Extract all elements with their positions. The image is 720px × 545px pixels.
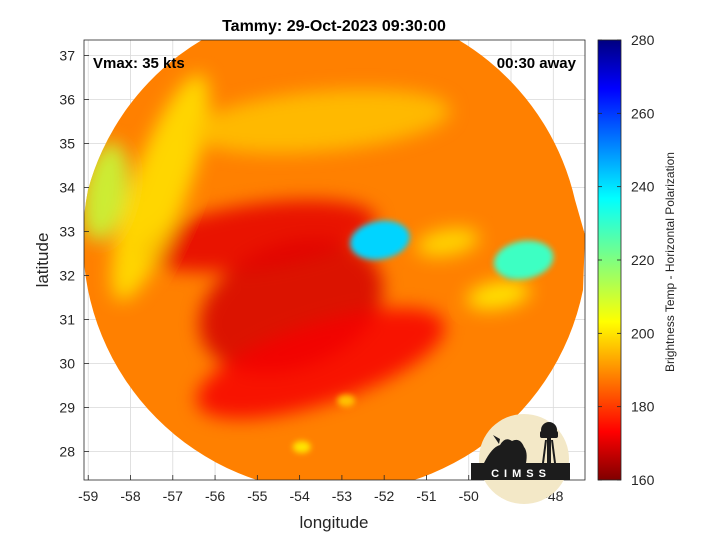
y-axis-label: latitude xyxy=(33,233,52,288)
colorbar-tick-label: 240 xyxy=(631,179,655,195)
x-tick-label: -57 xyxy=(163,488,183,504)
x-tick-label: -58 xyxy=(120,488,140,504)
colorbar-tick-label: 280 xyxy=(631,32,655,48)
x-tick-label: -55 xyxy=(247,488,267,504)
heatmap-cool-patch xyxy=(292,441,311,453)
colorbar-label: Brightness Temp - Horizontal Polarizatio… xyxy=(663,152,677,372)
y-tick-label: 31 xyxy=(59,311,75,327)
y-tick-label: 29 xyxy=(59,399,75,415)
x-axis-label: longitude xyxy=(299,513,368,532)
y-tick-label: 35 xyxy=(59,135,75,151)
heatmap-cool-outer-band xyxy=(111,74,209,301)
x-tick-label: -50 xyxy=(459,488,479,504)
time-offset-annotation: 00:30 away xyxy=(497,55,577,72)
y-tick-label: 33 xyxy=(59,223,75,239)
y-tick-label: 32 xyxy=(59,267,75,283)
y-tick-label: 30 xyxy=(59,355,75,371)
chart-title: Tammy: 29-Oct-2023 09:30:00 xyxy=(222,18,446,35)
x-tick-label: -52 xyxy=(374,488,394,504)
heatmap-convective-cell-rim xyxy=(350,220,410,260)
axes-frame xyxy=(83,39,586,481)
y-tick-label: 28 xyxy=(59,443,75,459)
colorbar-tick-label: 160 xyxy=(631,472,655,488)
x-tick-label: -53 xyxy=(332,488,352,504)
heatmap-cool-patch xyxy=(337,394,356,407)
y-tick-label: 36 xyxy=(59,91,75,107)
colorbar-tick-label: 260 xyxy=(631,105,655,121)
x-tick-label: -59 xyxy=(78,488,98,504)
colorbar-tick-label: 200 xyxy=(631,325,655,341)
heatmap-cool-rainband xyxy=(466,281,530,310)
y-axis: 28 29 30 31 32 33 34 35 36 37 xyxy=(59,47,89,459)
y-tick-label: 37 xyxy=(59,47,75,63)
heatmap-cool-north-band xyxy=(191,89,451,154)
heatmap-swath xyxy=(84,40,585,480)
heatmap-warm-inner-band xyxy=(196,308,446,419)
colorbar-tick-label: 180 xyxy=(631,399,655,415)
colorbar-ticks: 160 180 200 220 240 260 280 xyxy=(598,32,655,488)
colorbar-tick-label: 220 xyxy=(631,252,655,268)
cimss-logo: CIMSS xyxy=(471,414,570,504)
heatmap-convective-cell-rim xyxy=(493,240,554,280)
x-tick-label: -54 xyxy=(290,488,310,504)
cimss-logo-text: CIMSS xyxy=(491,468,551,480)
x-tick-label: -56 xyxy=(205,488,225,504)
heatmap-warm-spiral-band xyxy=(138,199,377,272)
y-tick-label: 34 xyxy=(59,179,75,195)
heatmap-cool-rainband xyxy=(416,228,480,257)
vmax-annotation: Vmax: 35 kts xyxy=(93,55,185,72)
x-tick-label: -51 xyxy=(416,488,436,504)
